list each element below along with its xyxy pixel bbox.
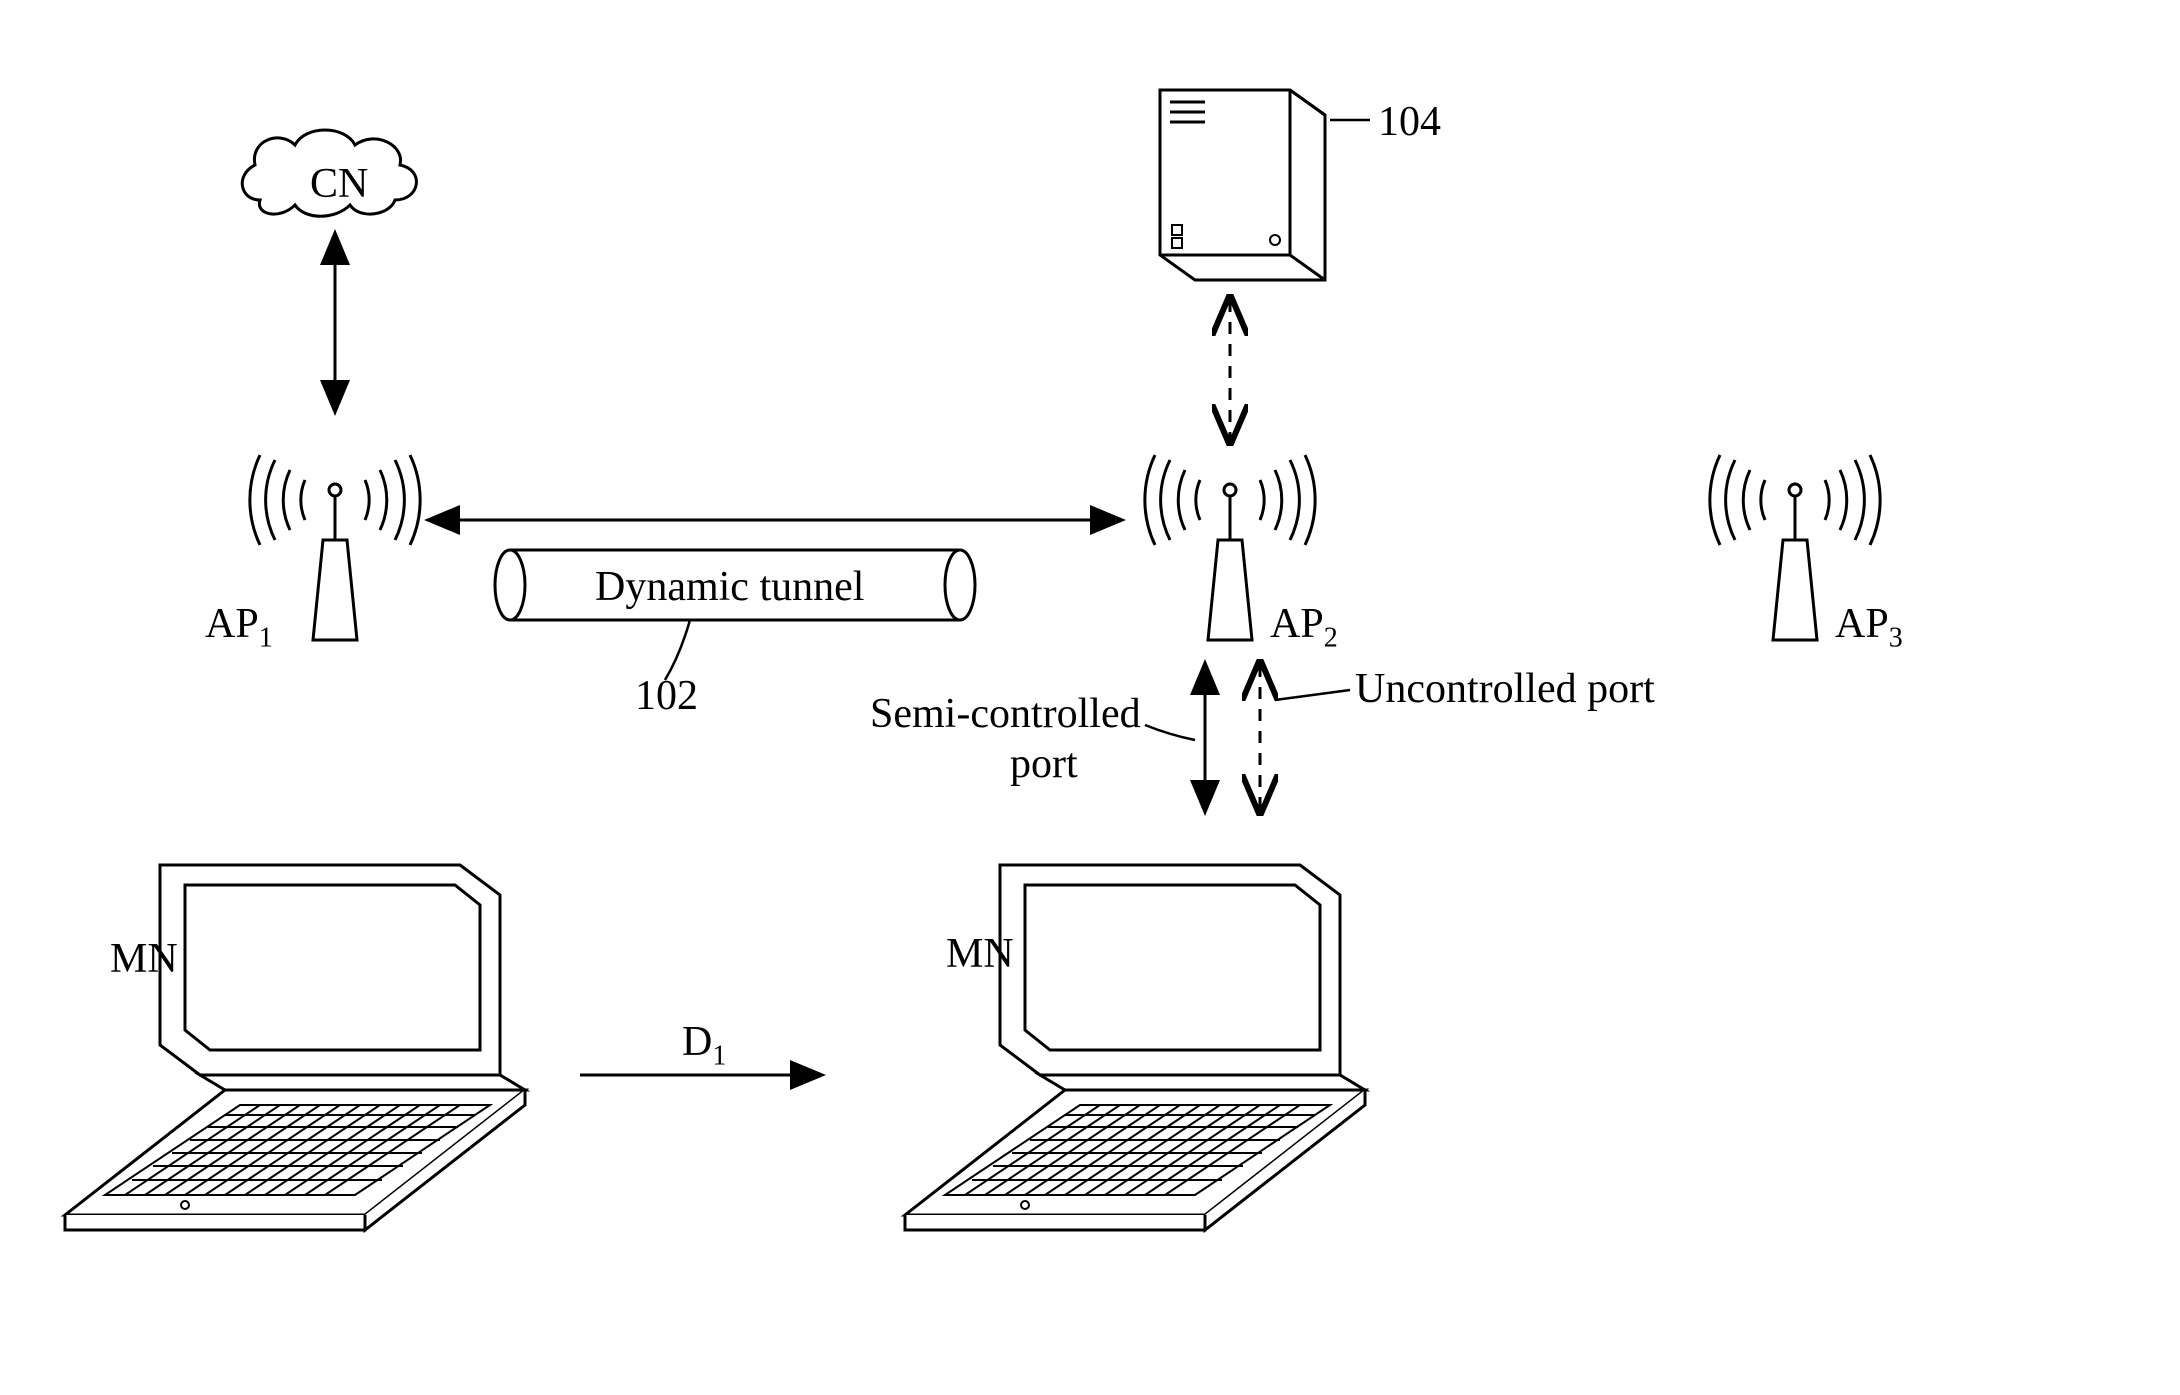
laptop-mn1 bbox=[65, 865, 525, 1230]
leader-uncontrolled bbox=[1275, 690, 1350, 700]
diagram-canvas: CN AP1 AP2 AP3 MN MN D1 Dynamic tunnel 1… bbox=[0, 0, 2180, 1395]
label-cn: CN bbox=[310, 160, 368, 208]
label-mn2: MN bbox=[946, 930, 1014, 978]
server-icon bbox=[1160, 90, 1325, 280]
label-ap2: AP2 bbox=[1270, 600, 1338, 654]
label-semi-controlled: Semi-controlled bbox=[870, 690, 1140, 738]
label-102: 102 bbox=[635, 672, 698, 720]
label-104: 104 bbox=[1378, 98, 1441, 146]
label-ap1: AP1 bbox=[205, 600, 273, 654]
laptop-mn2 bbox=[905, 865, 1365, 1230]
label-mn1: MN bbox=[110, 935, 178, 983]
label-uncontrolled: Uncontrolled port bbox=[1355, 665, 1655, 713]
leader-semi bbox=[1145, 725, 1195, 740]
label-port: port bbox=[1010, 740, 1078, 788]
label-d1: D1 bbox=[682, 1018, 726, 1072]
leader-102 bbox=[665, 620, 690, 680]
label-ap3: AP3 bbox=[1835, 600, 1903, 654]
label-tunnel: Dynamic tunnel bbox=[595, 563, 864, 611]
antenna-ap1 bbox=[250, 455, 420, 640]
